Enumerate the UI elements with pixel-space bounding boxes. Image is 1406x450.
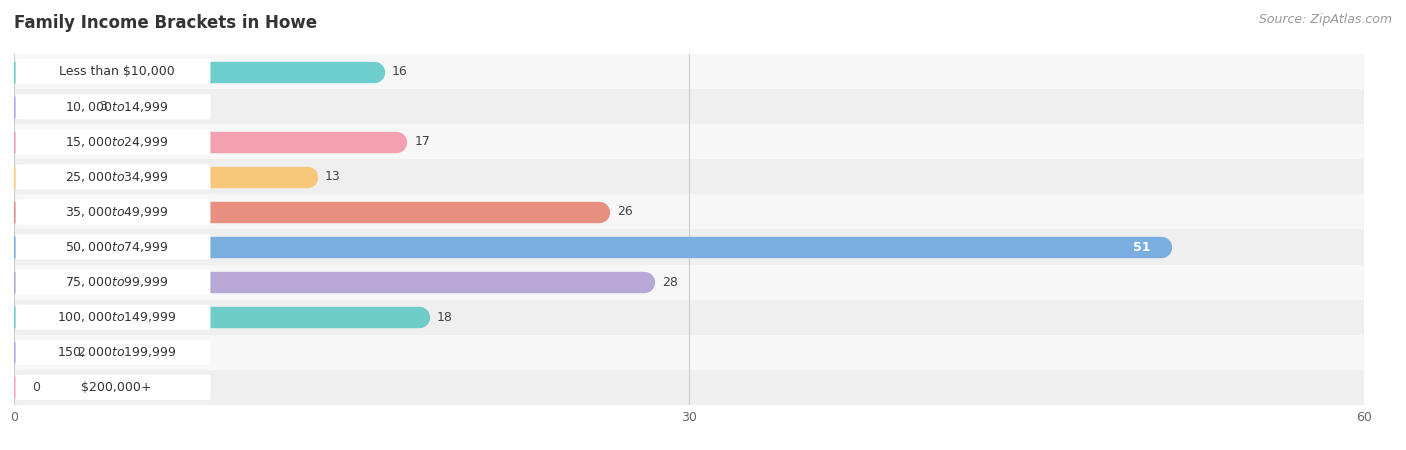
Bar	[14, 202, 599, 221]
Text: 16: 16	[392, 65, 408, 78]
Text: $25,000 to $34,999: $25,000 to $34,999	[65, 170, 169, 184]
Text: 18: 18	[437, 311, 453, 324]
FancyBboxPatch shape	[15, 129, 211, 154]
Bar	[14, 273, 644, 292]
Text: Less than $10,000: Less than $10,000	[59, 65, 174, 78]
Bar	[14, 265, 1364, 300]
FancyBboxPatch shape	[15, 199, 211, 225]
Text: 26: 26	[617, 206, 633, 218]
Text: 13: 13	[325, 171, 340, 183]
Text: 0: 0	[32, 381, 39, 394]
Text: $100,000 to $149,999: $100,000 to $149,999	[56, 310, 176, 324]
Bar	[14, 238, 1161, 256]
Text: Family Income Brackets in Howe: Family Income Brackets in Howe	[14, 14, 318, 32]
Bar	[14, 370, 1364, 405]
Bar	[14, 230, 1364, 265]
Text: $50,000 to $74,999: $50,000 to $74,999	[65, 240, 169, 254]
Text: Source: ZipAtlas.com: Source: ZipAtlas.com	[1258, 14, 1392, 27]
FancyBboxPatch shape	[15, 164, 211, 189]
Text: $75,000 to $99,999: $75,000 to $99,999	[65, 275, 169, 289]
FancyBboxPatch shape	[15, 305, 211, 330]
Bar	[14, 89, 1364, 124]
Bar	[14, 97, 82, 116]
Bar	[14, 308, 419, 327]
Text: $35,000 to $49,999: $35,000 to $49,999	[65, 205, 169, 219]
FancyBboxPatch shape	[15, 94, 211, 119]
FancyBboxPatch shape	[15, 340, 211, 365]
FancyBboxPatch shape	[15, 270, 211, 295]
Bar	[14, 62, 374, 81]
Bar	[14, 167, 307, 186]
Bar	[14, 132, 396, 151]
Bar	[14, 194, 1364, 230]
FancyBboxPatch shape	[15, 375, 211, 400]
Bar	[14, 300, 1364, 335]
Bar	[14, 159, 1364, 194]
Text: 51: 51	[1133, 241, 1150, 253]
Bar	[14, 335, 1364, 370]
Bar	[14, 124, 1364, 159]
Text: $15,000 to $24,999: $15,000 to $24,999	[65, 135, 169, 149]
FancyBboxPatch shape	[15, 234, 211, 260]
Text: 2: 2	[77, 346, 84, 359]
Text: 17: 17	[415, 135, 430, 148]
Text: $200,000+: $200,000+	[82, 381, 152, 394]
Text: 28: 28	[662, 276, 678, 288]
FancyBboxPatch shape	[15, 59, 211, 84]
Text: $150,000 to $199,999: $150,000 to $199,999	[56, 345, 176, 360]
Text: $10,000 to $14,999: $10,000 to $14,999	[65, 99, 169, 114]
Text: 3: 3	[100, 100, 107, 113]
Bar	[14, 343, 59, 362]
Bar	[14, 54, 1364, 89]
